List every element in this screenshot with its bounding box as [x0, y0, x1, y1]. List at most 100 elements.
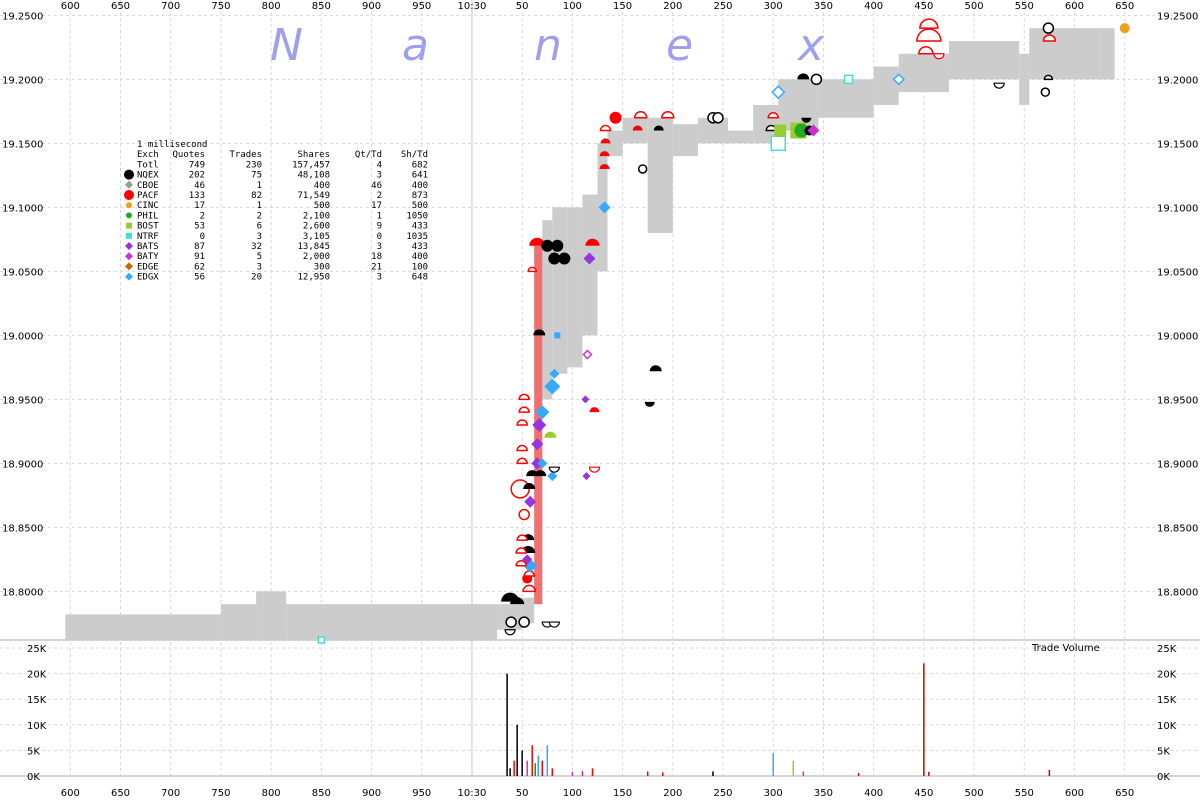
quote-marker-circle-open — [518, 616, 530, 628]
table-cell: 873 — [412, 191, 428, 201]
table-cell: 21 — [371, 262, 382, 272]
volume-bar — [531, 745, 533, 776]
nbbo-segment — [647, 117, 673, 233]
x-tick-label-top: 650 — [1115, 1, 1134, 12]
x-tick-label-bottom: 550 — [1015, 788, 1034, 799]
table-cell: PACF — [137, 191, 159, 201]
table-cell: 1 — [257, 181, 262, 191]
quote-marker-diamond — [531, 457, 544, 470]
nbbo-segment — [1029, 28, 1100, 80]
quote-marker-diamond — [531, 438, 544, 451]
table-cell: 433 — [412, 222, 428, 232]
x-tick-label-bottom: 300 — [764, 788, 783, 799]
legend-marker — [126, 202, 132, 209]
table-cell: 3 — [377, 242, 382, 252]
x-tick-label-top: 10:30 — [458, 1, 487, 12]
nbbo-segment — [1099, 28, 1115, 80]
y-tick-label-right: 19.1500 — [1157, 139, 1198, 150]
quote-marker-circle-open — [712, 112, 724, 124]
y-tick-label-right: 18.9000 — [1157, 459, 1198, 470]
quote-marker-bid — [534, 470, 547, 477]
legend-marker — [126, 232, 132, 239]
x-tick-label-top: 600 — [1065, 1, 1084, 12]
quote-marker-bid-open — [661, 111, 675, 119]
quote-marker-ask — [801, 117, 812, 123]
quote-marker-diamond-open — [582, 349, 593, 360]
volume-tick-label-right: 20K — [1157, 670, 1177, 681]
quote-marker-bid-open — [599, 124, 612, 132]
table-cell: 3 — [377, 171, 382, 181]
exchange-quote-markers — [317, 18, 1130, 644]
volume-tick-label-left: 5K — [27, 746, 40, 757]
volume-tick-label-left: 20K — [27, 670, 47, 681]
table-cell: 62 — [194, 262, 205, 272]
volume-tick-label-right: 5K — [1157, 746, 1170, 757]
x-tick-label-bottom: 900 — [362, 788, 381, 799]
grid-lines — [0, 0, 1200, 777]
x-tick-label-top: 450 — [914, 1, 933, 12]
volume-tick-label-left: 10K — [27, 721, 47, 732]
quote-marker-circle-open — [518, 508, 530, 521]
quote-marker-bid-open — [633, 111, 648, 119]
table-cell: 6 — [257, 222, 262, 232]
table-cell: 5 — [257, 252, 262, 262]
x-tick-label-bottom: 700 — [161, 788, 180, 799]
nbbo-price-band — [65, 28, 1115, 640]
table-cell: 71,549 — [297, 191, 330, 201]
nbbo-segment — [818, 79, 874, 118]
quote-marker-diamond — [532, 417, 547, 432]
x-tick-label-top: 350 — [814, 1, 833, 12]
volume-bar — [513, 760, 515, 776]
quote-marker-bid — [632, 125, 643, 131]
quote-marker-bid-open — [1043, 74, 1054, 81]
volume-bar — [591, 768, 594, 776]
quote-marker-bid — [510, 597, 525, 605]
nbbo-segment — [1019, 53, 1030, 105]
nbbo-segment — [542, 220, 553, 400]
quote-marker-diamond — [582, 472, 591, 481]
x-tick-label-bottom: 850 — [312, 788, 331, 799]
table-header: Quotes — [172, 150, 205, 160]
x-tick-label-top: 600 — [61, 1, 80, 12]
quote-marker-ask-open — [993, 82, 1005, 89]
x-tick-label-top: 50 — [516, 1, 529, 12]
volume-tick-label-left: 15K — [27, 695, 47, 706]
quote-marker-diamond — [583, 252, 596, 265]
quote-marker-diamond — [544, 378, 561, 395]
quote-marker-ask-open — [588, 466, 601, 473]
table-cell: 433 — [412, 242, 428, 252]
nbbo-segment — [256, 591, 287, 640]
quote-marker-bid-open — [767, 112, 779, 119]
x-tick-label-top: 300 — [764, 1, 783, 12]
trade-volume-label: Trade Volume — [1031, 643, 1100, 654]
table-cell: 13,845 — [297, 242, 330, 252]
quote-marker-ask-open — [504, 629, 516, 636]
table-cell: 17 — [194, 201, 205, 211]
y-tick-label-right: 18.9500 — [1157, 395, 1198, 406]
quote-marker-bid-open — [918, 46, 934, 55]
table-cell: 682 — [412, 160, 428, 170]
quote-marker-diamond — [547, 471, 558, 482]
volume-bar — [541, 760, 544, 776]
nbbo-segment — [567, 207, 583, 368]
x-tick-label-top: 250 — [713, 1, 732, 12]
x-tick-label-bottom: 450 — [914, 788, 933, 799]
table-cell: 18 — [371, 252, 382, 262]
table-cell: 2,000 — [303, 252, 330, 262]
quote-marker-bid — [600, 138, 611, 144]
quote-marker-ask-open — [548, 466, 560, 473]
x-tick-label-bottom: 950 — [412, 788, 431, 799]
table-cell: Totl — [137, 160, 159, 170]
quote-marker-bid-open — [1042, 34, 1057, 42]
table-cell: EDGX — [137, 273, 159, 283]
table-header: Exch — [137, 150, 159, 160]
quote-marker-bid — [529, 237, 546, 246]
x-tick-label-top: 700 — [161, 1, 180, 12]
quote-marker-diamond — [549, 368, 560, 379]
table-cell: 3,105 — [303, 232, 330, 242]
table-cell: 2 — [257, 211, 262, 221]
nbbo-segment — [220, 604, 257, 640]
quote-marker-square-open — [843, 74, 854, 85]
quote-marker-bid-open — [527, 266, 537, 273]
